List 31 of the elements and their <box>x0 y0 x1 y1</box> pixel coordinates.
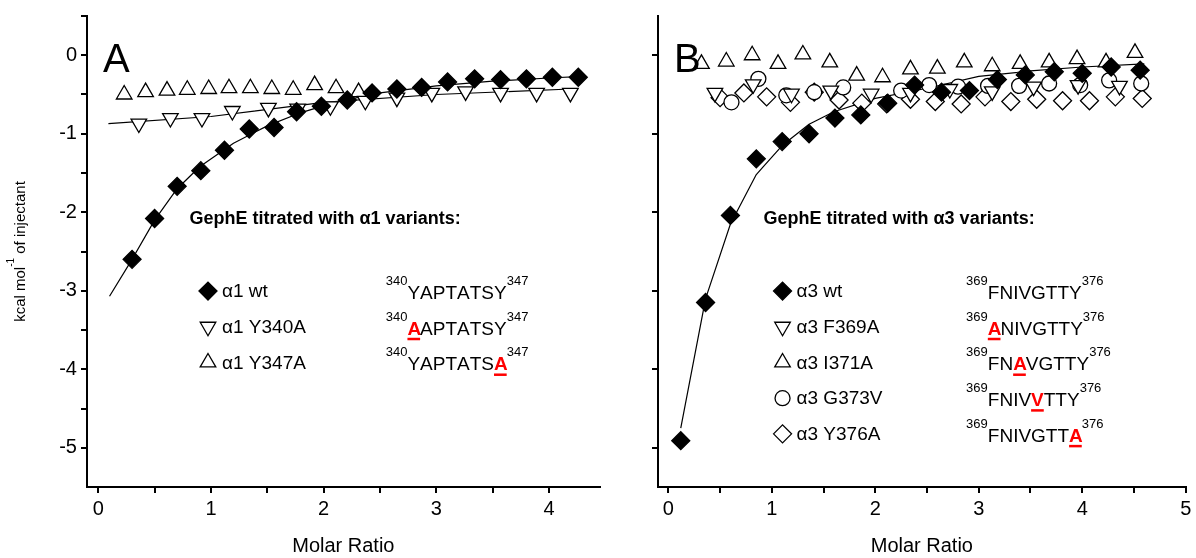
x-tick-label: 1 <box>205 496 217 519</box>
annotation: A <box>103 36 130 80</box>
legend-label: α3 G373V <box>796 387 883 409</box>
legend-label: α1 Y340A <box>222 316 307 337</box>
legend-label: α3 F369A <box>796 316 880 337</box>
y-tick-label: -4 <box>59 356 77 379</box>
legend-label: α1 wt <box>222 280 269 302</box>
x-tick-label: 0 <box>662 496 674 519</box>
x-axis-title: Molar Ratio <box>292 533 395 556</box>
x-tick-label: 5 <box>1180 496 1192 519</box>
legend-label: α3 wt <box>796 280 844 302</box>
annotation: B <box>674 36 701 80</box>
legend-label: α1 Y347A <box>222 351 307 373</box>
x-tick-label: 4 <box>1076 496 1088 519</box>
text: GephE titrated with α3 variants: <box>763 208 1035 229</box>
y-tick-label: -5 <box>59 435 77 458</box>
x-tick-label: 0 <box>92 496 104 519</box>
legend-label: α3 I371A <box>796 351 874 373</box>
x-axis-title: Molar Ratio <box>870 533 973 556</box>
text: GephE titrated with α1 variants: <box>189 208 461 229</box>
x-tick-label: 3 <box>430 496 442 519</box>
y-tick-label: -2 <box>59 199 77 222</box>
legend-label: α3 Y376A <box>796 423 881 445</box>
x-tick-label: 4 <box>543 496 555 519</box>
y-tick-label: 0 <box>65 42 77 65</box>
x-tick-label: 3 <box>973 496 985 519</box>
y-tick-label: -3 <box>59 278 77 301</box>
x-tick-label: 2 <box>318 496 330 519</box>
x-tick-label: 1 <box>766 496 778 519</box>
x-tick-label: 2 <box>869 496 881 519</box>
y-tick-label: -1 <box>59 121 77 144</box>
